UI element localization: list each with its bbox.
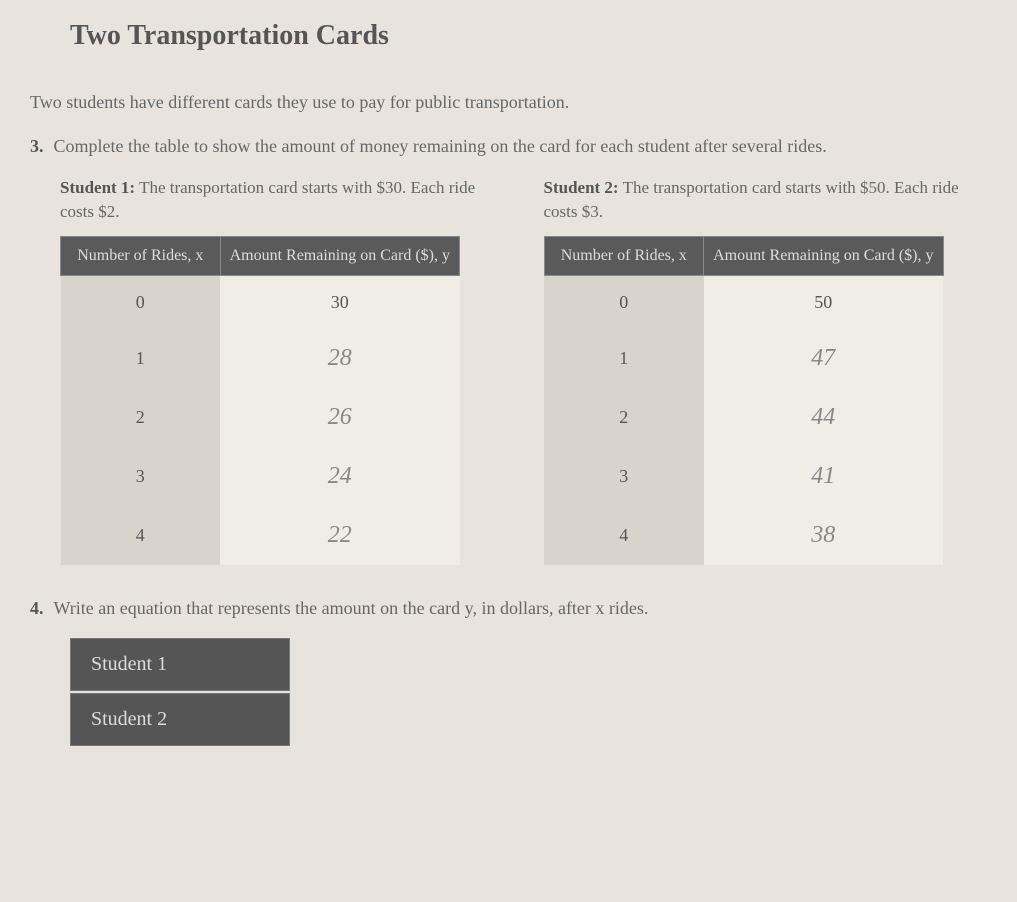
amount-cell: 26 — [220, 388, 459, 447]
page-title: Two Transportation Cards — [70, 20, 987, 52]
table-row: 030 — [61, 275, 460, 329]
answer-boxes: Student 1 Student 2 — [70, 638, 290, 746]
intro-text: Two students have different cards they u… — [30, 92, 987, 113]
rides-cell: 0 — [544, 275, 704, 329]
student1-th-amount: Amount Remaining on Card ($), y — [220, 236, 459, 275]
rides-cell: 2 — [544, 388, 704, 447]
student1-th-rides: Number of Rides, x — [61, 236, 221, 275]
table-row: 050 — [544, 275, 943, 329]
amount-cell: 22 — [220, 506, 459, 565]
amount-cell: 24 — [220, 447, 459, 506]
table-row: 244 — [544, 388, 943, 447]
student2-block: Student 2: The transportation card start… — [544, 176, 988, 565]
table-row: 128 — [61, 329, 460, 388]
student2-answer-box[interactable]: Student 2 — [70, 693, 290, 746]
amount-cell: 47 — [704, 329, 943, 388]
amount-cell: 41 — [704, 447, 943, 506]
student1-answer-box[interactable]: Student 1 — [70, 638, 290, 691]
rides-cell: 4 — [61, 506, 221, 565]
student2-th-rides: Number of Rides, x — [544, 236, 704, 275]
amount-cell: 50 — [704, 275, 943, 329]
student2-desc: Student 2: The transportation card start… — [544, 176, 988, 224]
question-4: 4. Write an equation that represents the… — [30, 595, 987, 746]
table-row: 147 — [544, 329, 943, 388]
tables-row: Student 1: The transportation card start… — [60, 176, 987, 565]
table-row: 438 — [544, 506, 943, 565]
table-row: 341 — [544, 447, 943, 506]
question-3: 3. Complete the table to show the amount… — [30, 133, 987, 565]
student1-block: Student 1: The transportation card start… — [60, 176, 504, 565]
rides-cell: 3 — [61, 447, 221, 506]
rides-cell: 1 — [544, 329, 704, 388]
rides-cell: 0 — [61, 275, 221, 329]
amount-cell: 38 — [704, 506, 943, 565]
student2-table: Number of Rides, x Amount Remaining on C… — [544, 236, 944, 565]
rides-cell: 1 — [61, 329, 221, 388]
student1-label: Student 1: — [60, 178, 135, 197]
table-row: 422 — [61, 506, 460, 565]
student2-label: Student 2: — [544, 178, 619, 197]
amount-cell: 30 — [220, 275, 459, 329]
rides-cell: 4 — [544, 506, 704, 565]
student1-desc: Student 1: The transportation card start… — [60, 176, 504, 224]
student2-th-amount: Amount Remaining on Card ($), y — [704, 236, 943, 275]
q4-text: Write an equation that represents the am… — [54, 598, 649, 618]
rides-cell: 2 — [61, 388, 221, 447]
amount-cell: 28 — [220, 329, 459, 388]
amount-cell: 44 — [704, 388, 943, 447]
student1-table: Number of Rides, x Amount Remaining on C… — [60, 236, 460, 565]
rides-cell: 3 — [544, 447, 704, 506]
q3-text: Complete the table to show the amount of… — [54, 136, 827, 156]
table-row: 226 — [61, 388, 460, 447]
q4-number: 4. — [30, 598, 44, 619]
table-row: 324 — [61, 447, 460, 506]
q3-number: 3. — [30, 136, 44, 157]
